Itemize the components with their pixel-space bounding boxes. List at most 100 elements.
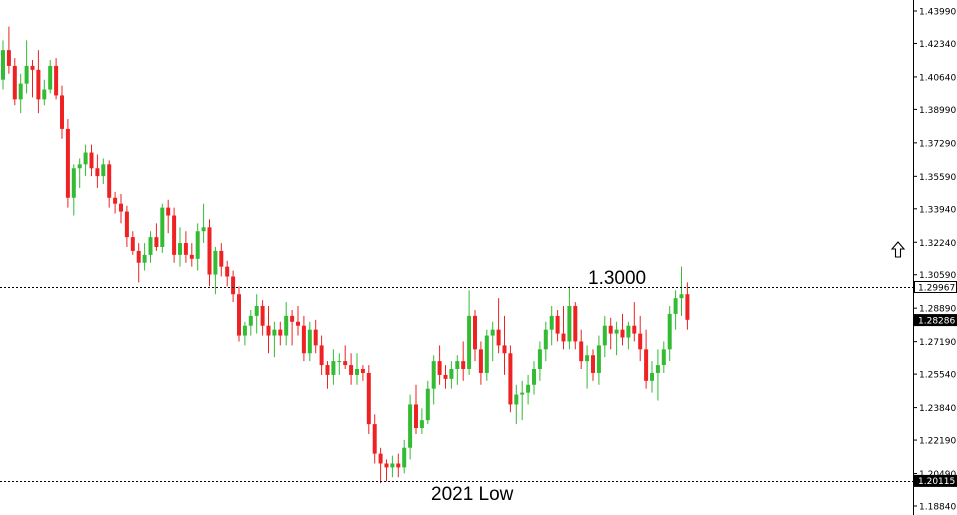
candle-body [266,325,271,336]
candle-body [449,369,454,379]
candle [12,58,17,106]
candle [508,345,513,413]
candle-body [89,152,94,169]
candle [502,315,507,375]
candle [679,266,684,316]
candle-body [296,321,300,326]
candle [136,243,141,283]
candle [667,306,672,362]
candle-body [537,349,542,370]
candle-body [673,298,678,314]
candle-body [679,294,684,299]
candle [431,355,436,405]
candle-body [307,329,312,354]
candle [248,309,253,336]
candle-body [561,333,566,342]
candle [154,223,159,251]
candles-group [1,26,690,484]
candle-body [48,65,53,90]
candle [596,335,601,385]
candle-body [632,325,637,334]
candle [172,207,177,263]
candle [579,329,584,370]
candle [585,345,590,389]
candle [626,321,631,350]
candle-body [1,50,5,80]
candle-body [124,211,129,238]
candle-body [166,207,171,216]
candle-body [136,250,141,263]
candle-body [650,372,654,381]
candle [455,355,460,385]
candle [478,341,483,385]
candle [242,321,247,346]
candle [30,60,35,98]
y-tick-label: 1.27190 [919,338,956,348]
candle-body [178,243,182,255]
candle [201,203,206,244]
candle-body [685,294,690,320]
candle-body [237,294,241,336]
candle [360,365,365,381]
candle-body [596,345,601,373]
candle-body [231,276,236,295]
price-badge-label: 1.28286 [918,316,955,326]
candle-body [160,207,165,247]
candle [549,306,554,346]
candle-body [213,250,218,275]
candle [266,306,271,354]
candle-body [219,250,224,267]
candle-body [366,372,371,425]
candle-body [555,315,560,334]
candle [673,290,678,330]
candle-body [148,237,153,255]
y-tick-label: 1.23840 [919,404,956,414]
candle-body [201,227,206,232]
candle-body [585,355,590,362]
candle [591,349,595,381]
candle [661,341,666,373]
candle-body [419,420,424,429]
candle [119,193,123,224]
candle-body [107,164,112,198]
candle [461,341,466,381]
candle-body [95,168,100,177]
candle-body [319,345,324,366]
y-tick-label: 1.35590 [919,173,956,183]
candle-body [284,315,289,336]
candle-body [355,369,359,375]
candle-body [490,329,495,336]
low-2021-label: 2021 Low [431,484,514,505]
candle-body [301,325,306,354]
candle-body [6,50,11,66]
candle [307,321,312,362]
candle [384,459,389,482]
y-tick-label: 1.33940 [919,205,956,215]
candle [101,158,106,185]
candle-body [248,315,253,326]
candle [54,58,59,100]
candle [1,40,5,90]
candle [520,380,525,421]
candle [543,321,548,362]
candle [655,349,660,401]
y-tick-label: 1.32240 [919,239,956,249]
candle-body [378,453,383,464]
candle-body [242,325,247,336]
candle-body [443,374,448,379]
candle [160,203,165,253]
candle-body [661,349,666,366]
candle [219,243,224,277]
candle-body [372,424,377,454]
candle-body [414,404,418,429]
candle-body [337,361,342,363]
candle-body [626,325,631,338]
candle-body [655,365,660,373]
y-tick-label: 1.43990 [919,8,956,18]
candle [107,160,112,208]
candle-body [172,215,177,255]
candle-body [396,463,401,468]
candle-body [425,388,430,421]
candle-body [402,447,407,468]
candle-body [608,325,613,334]
